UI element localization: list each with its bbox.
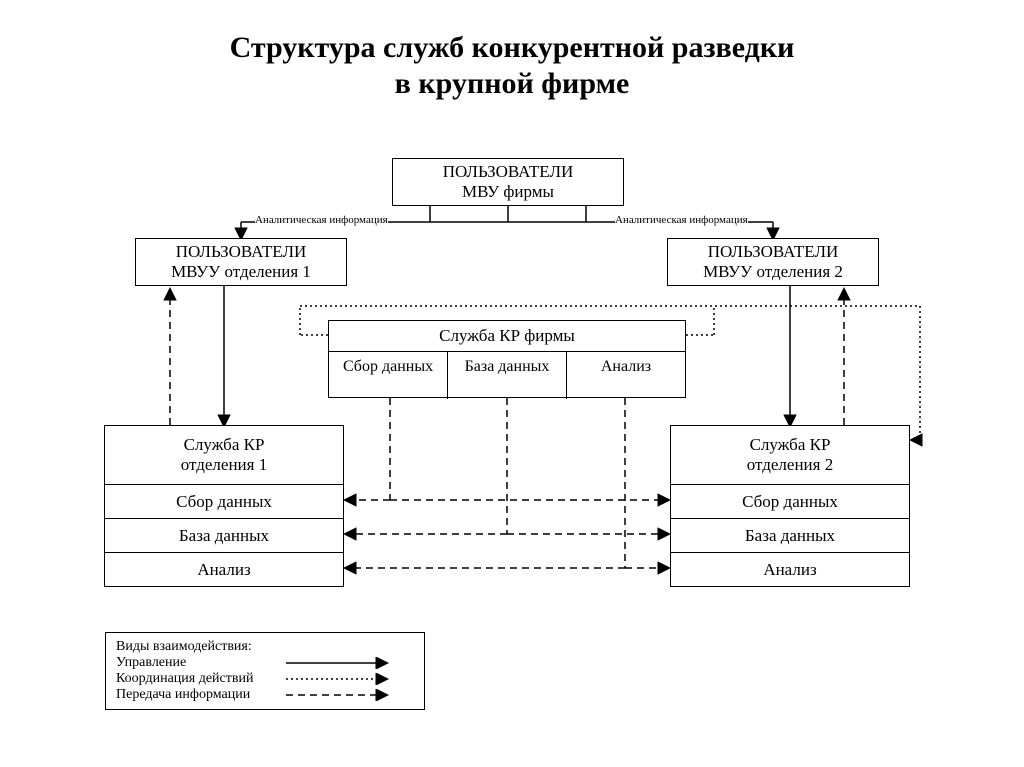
legend-title: Виды взаимодействия: xyxy=(116,639,414,655)
legend: Виды взаимодействия: Управление Координа… xyxy=(105,632,425,710)
legend-r1-label: Управление xyxy=(116,655,286,671)
kr-div2-l2: отделения 2 xyxy=(671,455,909,475)
kr-firm-c1: Сбор данных xyxy=(329,352,447,399)
title-line-1: Структура служб конкурентной разведки xyxy=(230,31,795,64)
box-kr-div1: Служба КР отделения 1 Сбор данных База д… xyxy=(104,425,344,587)
kr-div2-l1: Служба КР xyxy=(671,435,909,455)
kr-div1-r3: Анализ xyxy=(105,552,343,586)
legend-line-dotted xyxy=(286,673,396,685)
box-users-firm-l1: ПОЛЬЗОВАТЕЛИ xyxy=(393,162,623,182)
box-kr-firm: Служба КР фирмы Сбор данных База данных … xyxy=(328,320,686,398)
kr-div2-r2: База данных xyxy=(671,518,909,552)
kr-div1-r1: Сбор данных xyxy=(105,484,343,518)
kr-div2-r1: Сбор данных xyxy=(671,484,909,518)
box-users-firm-l2: МВУ фирмы xyxy=(393,182,623,202)
box-users-div2: ПОЛЬЗОВАТЕЛИ МВУУ отделения 2 xyxy=(667,238,879,286)
box-users-div1-l2: МВУУ отделения 1 xyxy=(136,262,346,282)
kr-div2-r3: Анализ xyxy=(671,552,909,586)
box-users-div1: ПОЛЬЗОВАТЕЛИ МВУУ отделения 1 xyxy=(135,238,347,286)
kr-div1-l1: Служба КР xyxy=(105,435,343,455)
box-users-div1-l1: ПОЛЬЗОВАТЕЛИ xyxy=(136,242,346,262)
kr-firm-c2: База данных xyxy=(447,352,566,399)
box-users-firm: ПОЛЬЗОВАТЕЛИ МВУ фирмы xyxy=(392,158,624,206)
label-analytic-right: Аналитическая информация xyxy=(615,214,748,226)
box-users-div2-l1: ПОЛЬЗОВАТЕЛИ xyxy=(668,242,878,262)
legend-line-dashed xyxy=(286,689,396,701)
legend-r2-label: Координация действий xyxy=(116,671,286,687)
kr-div1-r2: База данных xyxy=(105,518,343,552)
label-analytic-left: Аналитическая информация xyxy=(255,214,388,226)
box-kr-firm-title: Служба КР фирмы xyxy=(329,321,685,351)
page-title: Структура служб конкурентной разведки в … xyxy=(0,30,1024,102)
legend-r3-label: Передача информации xyxy=(116,687,286,703)
kr-div1-l2: отделения 1 xyxy=(105,455,343,475)
kr-firm-c3: Анализ xyxy=(566,352,685,399)
legend-line-solid xyxy=(286,657,396,669)
box-kr-div2: Служба КР отделения 2 Сбор данных База д… xyxy=(670,425,910,587)
title-line-2: в крупной фирме xyxy=(395,67,630,100)
box-users-div2-l2: МВУУ отделения 2 xyxy=(668,262,878,282)
